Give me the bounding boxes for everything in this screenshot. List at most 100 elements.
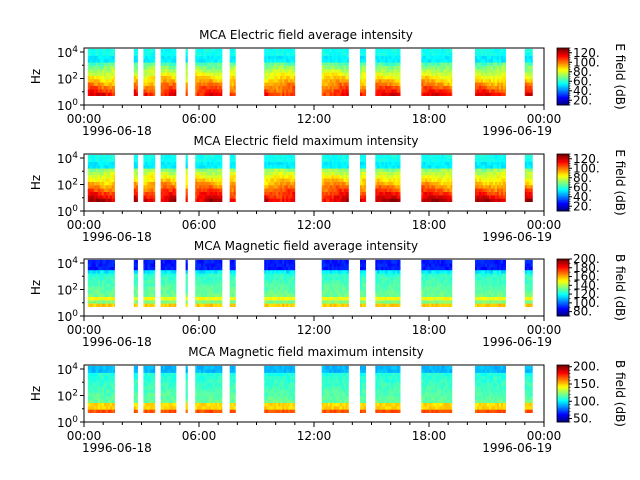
colorbar-label: E field (dB) bbox=[613, 149, 627, 215]
spectrogram-block bbox=[87, 48, 115, 96]
colorbar-tick-label: 140. bbox=[573, 278, 600, 292]
colorbar-tick-label: 120. bbox=[573, 287, 600, 301]
colorbar-swatch bbox=[557, 67, 569, 70]
colorbar-swatch bbox=[557, 205, 569, 208]
spectrogram-block bbox=[321, 365, 349, 413]
x-tick-label: 00:00 bbox=[527, 323, 562, 337]
spectrogram-block bbox=[264, 48, 296, 96]
colorbar-swatch bbox=[557, 162, 569, 165]
colorbar-swatch bbox=[557, 301, 569, 304]
colorbar-tick-label: 40. bbox=[573, 190, 592, 204]
colorbar-swatch bbox=[557, 49, 569, 52]
colorbar-swatch bbox=[557, 281, 569, 284]
colorbar-swatch bbox=[557, 296, 569, 298]
colorbar-swatch bbox=[557, 270, 569, 273]
colorbar-tick-label: 100. bbox=[573, 296, 600, 310]
colorbar-swatch bbox=[557, 300, 569, 303]
x-tick-label: 00:00 bbox=[67, 323, 102, 337]
colorbar-swatch bbox=[557, 386, 569, 389]
colorbar-swatch bbox=[557, 77, 569, 80]
colorbar-tick-label: 50. bbox=[573, 412, 592, 426]
colorbar-swatch bbox=[557, 179, 569, 182]
x-tick-label: 06:00 bbox=[182, 218, 217, 232]
spectrogram-block bbox=[524, 259, 533, 307]
colorbar-tick-label: 20. bbox=[573, 93, 592, 107]
y-tick-label: 104 bbox=[57, 45, 78, 60]
colorbar-swatch bbox=[557, 372, 569, 374]
colorbar-swatch bbox=[557, 169, 569, 172]
spectrogram-block bbox=[133, 48, 138, 96]
colorbar-swatch bbox=[557, 303, 569, 306]
spectrogram-block bbox=[185, 48, 188, 96]
x-tick-label: 06:00 bbox=[182, 323, 217, 337]
colorbar-swatch bbox=[557, 76, 569, 79]
x-date-label: 1996-06-19 bbox=[482, 335, 552, 349]
spectrogram-block bbox=[375, 365, 401, 413]
colorbar-swatch bbox=[557, 63, 569, 66]
colorbar-swatch bbox=[557, 393, 569, 396]
colorbar-swatch bbox=[557, 172, 569, 175]
spectrogram-block bbox=[229, 259, 236, 307]
colorbar-swatch bbox=[557, 208, 569, 210]
colorbar-swatch bbox=[557, 416, 569, 419]
colorbar-swatch bbox=[557, 407, 569, 410]
spectrogram-block bbox=[195, 48, 223, 96]
y-tick-label: 100 bbox=[57, 98, 78, 113]
colorbar-swatch bbox=[557, 95, 569, 97]
colorbar-tick-label: 200. bbox=[573, 360, 600, 374]
colorbar-swatch bbox=[557, 59, 569, 62]
x-tick-label: 18:00 bbox=[412, 218, 447, 232]
colorbar-swatch bbox=[557, 369, 569, 372]
spectrogram-block bbox=[195, 259, 223, 307]
colorbar-swatch bbox=[557, 311, 569, 314]
colorbar-swatch bbox=[557, 178, 569, 181]
colorbar-tick-label: 20. bbox=[573, 199, 592, 213]
colorbar-swatch bbox=[557, 377, 569, 380]
colorbar-swatch bbox=[557, 86, 569, 89]
colorbar: 20.40.60.80.100.120. E field (dB) bbox=[556, 43, 627, 110]
spectrogram-block bbox=[229, 48, 236, 96]
spectrogram-block bbox=[321, 154, 349, 202]
spectrogram-block bbox=[143, 154, 156, 202]
colorbar-swatch bbox=[557, 189, 569, 192]
x-tick-label: 18:00 bbox=[412, 112, 447, 126]
spectrogram-block bbox=[264, 365, 296, 413]
colorbar-swatch bbox=[557, 192, 569, 195]
colorbar-swatch bbox=[557, 310, 569, 313]
spectrogram-block bbox=[475, 259, 506, 307]
colorbar-swatch bbox=[557, 308, 569, 311]
y-axis-label: Hz bbox=[29, 280, 43, 295]
colorbar-swatch bbox=[557, 402, 569, 404]
x-date-label: 1996-06-18 bbox=[82, 230, 152, 244]
colorbar-swatch bbox=[557, 201, 569, 203]
colorbar-swatch bbox=[557, 387, 569, 390]
panel-title: MCA Electric field maximum intensity bbox=[193, 134, 418, 148]
colorbar: 50. 100. 150. 200. B field (dB) bbox=[556, 360, 627, 427]
spectrogram-block bbox=[421, 48, 453, 96]
colorbar-swatch bbox=[557, 414, 569, 417]
spectrogram-block bbox=[160, 365, 177, 413]
colorbar-swatch bbox=[557, 182, 569, 185]
panel-title: MCA Magnetic field maximum intensity bbox=[188, 345, 424, 359]
colorbar-swatch bbox=[557, 158, 569, 161]
colorbar-swatch bbox=[557, 56, 569, 59]
x-date-label: 1996-06-18 bbox=[82, 441, 152, 455]
spectrogram-block bbox=[160, 259, 177, 307]
colorbar-tick-label: 60. bbox=[573, 74, 592, 88]
x-tick-label: 00:00 bbox=[527, 112, 562, 126]
colorbar-swatch bbox=[557, 294, 569, 297]
panel-1: MCA Electric field average intensity 100 1… bbox=[29, 28, 627, 138]
colorbar-swatch bbox=[557, 273, 569, 276]
spectrogram-block bbox=[143, 365, 156, 413]
colorbar-swatch bbox=[557, 102, 569, 104]
colorbar-swatch bbox=[557, 376, 569, 379]
colorbar-swatch bbox=[557, 373, 569, 376]
colorbar-swatch bbox=[557, 156, 569, 159]
colorbar-swatch bbox=[557, 298, 569, 301]
spectrogram-block bbox=[375, 48, 401, 96]
spectrogram-block bbox=[133, 259, 138, 307]
x-tick-label: 06:00 bbox=[182, 429, 217, 443]
colorbar-swatch bbox=[557, 154, 569, 156]
colorbar-swatch bbox=[557, 173, 569, 176]
